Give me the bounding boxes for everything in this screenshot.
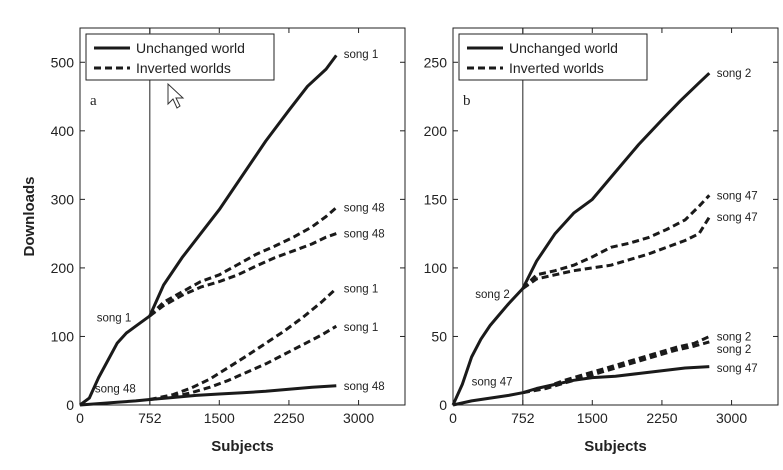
legend-label: Unchanged world xyxy=(136,40,245,56)
y-tick-label: 100 xyxy=(51,328,75,344)
y-tick-label: 400 xyxy=(51,123,75,139)
x-tick-label: 0 xyxy=(76,410,84,426)
annotation-label: song 47 xyxy=(717,212,758,224)
annotation-label: song 2 xyxy=(475,289,510,301)
annotation-label: song 2 xyxy=(717,68,752,80)
annotation-label: song 47 xyxy=(717,363,758,375)
mouse-cursor-icon xyxy=(167,82,185,109)
legend-label: Inverted worlds xyxy=(136,60,231,76)
series-line xyxy=(522,340,710,395)
y-tick-label: 300 xyxy=(51,191,75,207)
x-tick-label: 1500 xyxy=(204,410,235,426)
series-line xyxy=(79,54,338,407)
x-tick-label: 2250 xyxy=(273,410,304,426)
y-tick-label: 0 xyxy=(439,397,447,413)
series-line xyxy=(149,324,338,401)
legend-label: Inverted worlds xyxy=(509,60,604,76)
y-tick-label: 150 xyxy=(424,191,448,207)
y-tick-label: 50 xyxy=(431,328,447,344)
annotation-label: song 1 xyxy=(344,322,379,334)
annotation-label: song 2 xyxy=(717,344,752,356)
panel-label: a xyxy=(90,93,97,109)
plot-frame xyxy=(452,27,779,406)
plot-frame xyxy=(79,27,406,406)
annotation-label: song 47 xyxy=(472,377,513,389)
x-tick-label: 752 xyxy=(138,410,162,426)
y-tick-label: 250 xyxy=(424,54,448,70)
series-line xyxy=(148,232,337,318)
annotation-label: song 2 xyxy=(717,331,752,343)
panel-a: 0 752 1500 2250 3000 0 100 200 300 400 500 song 1 so… xyxy=(21,27,406,455)
annotation-label: song 48 xyxy=(95,384,136,396)
x-tick-label: 752 xyxy=(511,410,535,426)
annotation-label: song 1 xyxy=(344,49,379,61)
series-line xyxy=(521,194,711,290)
annotation-label: song 48 xyxy=(344,203,385,215)
series-line xyxy=(522,335,710,395)
annotation-label: song 47 xyxy=(717,190,758,202)
series-line xyxy=(149,287,338,401)
y-tick-label: 200 xyxy=(51,260,75,276)
y-tick-label: 500 xyxy=(51,54,75,70)
y-tick-label: 200 xyxy=(424,123,448,139)
legend-label: Unchanged world xyxy=(509,40,618,56)
annotation-label: song 48 xyxy=(344,229,385,241)
annotation-label: song 1 xyxy=(344,283,379,295)
legend-box xyxy=(458,33,648,81)
x-axis-label: Subjects xyxy=(211,438,274,455)
y-tick-label: 0 xyxy=(66,397,74,413)
x-axis-label: Subjects xyxy=(584,438,647,455)
series-line xyxy=(79,384,337,407)
y-tick-label: 100 xyxy=(424,260,448,276)
annotation-label: song 48 xyxy=(344,381,385,393)
x-tick-label: 0 xyxy=(449,410,457,426)
legend-box xyxy=(85,33,275,81)
x-tick-label: 3000 xyxy=(716,410,747,426)
panel-label: b xyxy=(463,93,471,109)
series-line xyxy=(452,365,710,407)
x-tick-label: 3000 xyxy=(343,410,374,426)
x-tick-label: 1500 xyxy=(577,410,608,426)
series-line xyxy=(148,206,338,317)
series-line xyxy=(521,216,711,290)
annotation-label: song 1 xyxy=(97,312,132,324)
x-tick-label: 2250 xyxy=(646,410,677,426)
series-line xyxy=(451,72,711,406)
y-axis-label: Downloads xyxy=(21,176,38,256)
